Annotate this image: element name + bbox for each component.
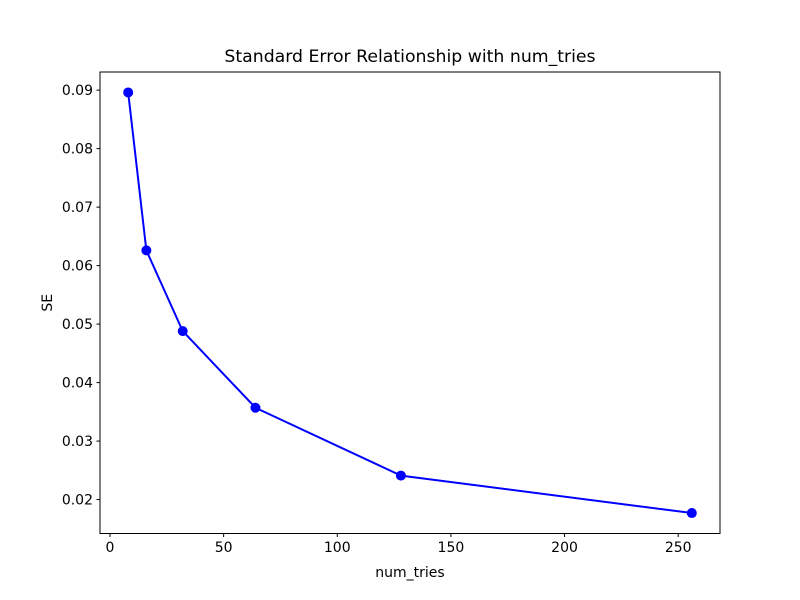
y-tick-label: 0.03 [62, 434, 93, 450]
y-tick-label: 0.05 [62, 317, 93, 333]
data-point [141, 245, 152, 256]
data-point [686, 508, 697, 519]
x-axis: 0 50 100 150 200 250 [106, 533, 692, 556]
x-axis-label: num_tries [375, 565, 444, 581]
data-point [123, 87, 134, 98]
x-tick-label: 100 [324, 540, 351, 556]
y-tick-label: 0.07 [62, 200, 93, 216]
x-tick-label: 250 [665, 540, 692, 556]
x-tick-label: 50 [215, 540, 233, 556]
y-tick-label: 0.06 [62, 259, 93, 275]
y-tick-label: 0.08 [62, 142, 93, 158]
chart-title: Standard Error Relationship with num_tri… [224, 47, 595, 67]
data-point [250, 402, 261, 413]
y-axis: 0.02 0.03 0.04 0.05 0.06 0.07 0.08 0.09 [62, 83, 100, 508]
plot-generated-layer: 0 50 100 150 200 2500.020.030.040.050.060.070… [62, 71, 721, 556]
x-tick-label: 0 [106, 540, 115, 556]
y-tick-label: 0.04 [62, 375, 93, 391]
se-data-line [127, 92, 692, 515]
x-tick-label: 150 [438, 540, 465, 556]
y-tick-label: 0.02 [62, 492, 93, 508]
y-tick-label: 0.09 [62, 83, 93, 99]
plot-area-border [99, 71, 721, 534]
x-tick-label: 200 [551, 540, 578, 556]
y-axis-label: SE [40, 294, 56, 312]
data-point [395, 470, 406, 481]
data-point [177, 326, 188, 337]
data-points [123, 87, 697, 519]
